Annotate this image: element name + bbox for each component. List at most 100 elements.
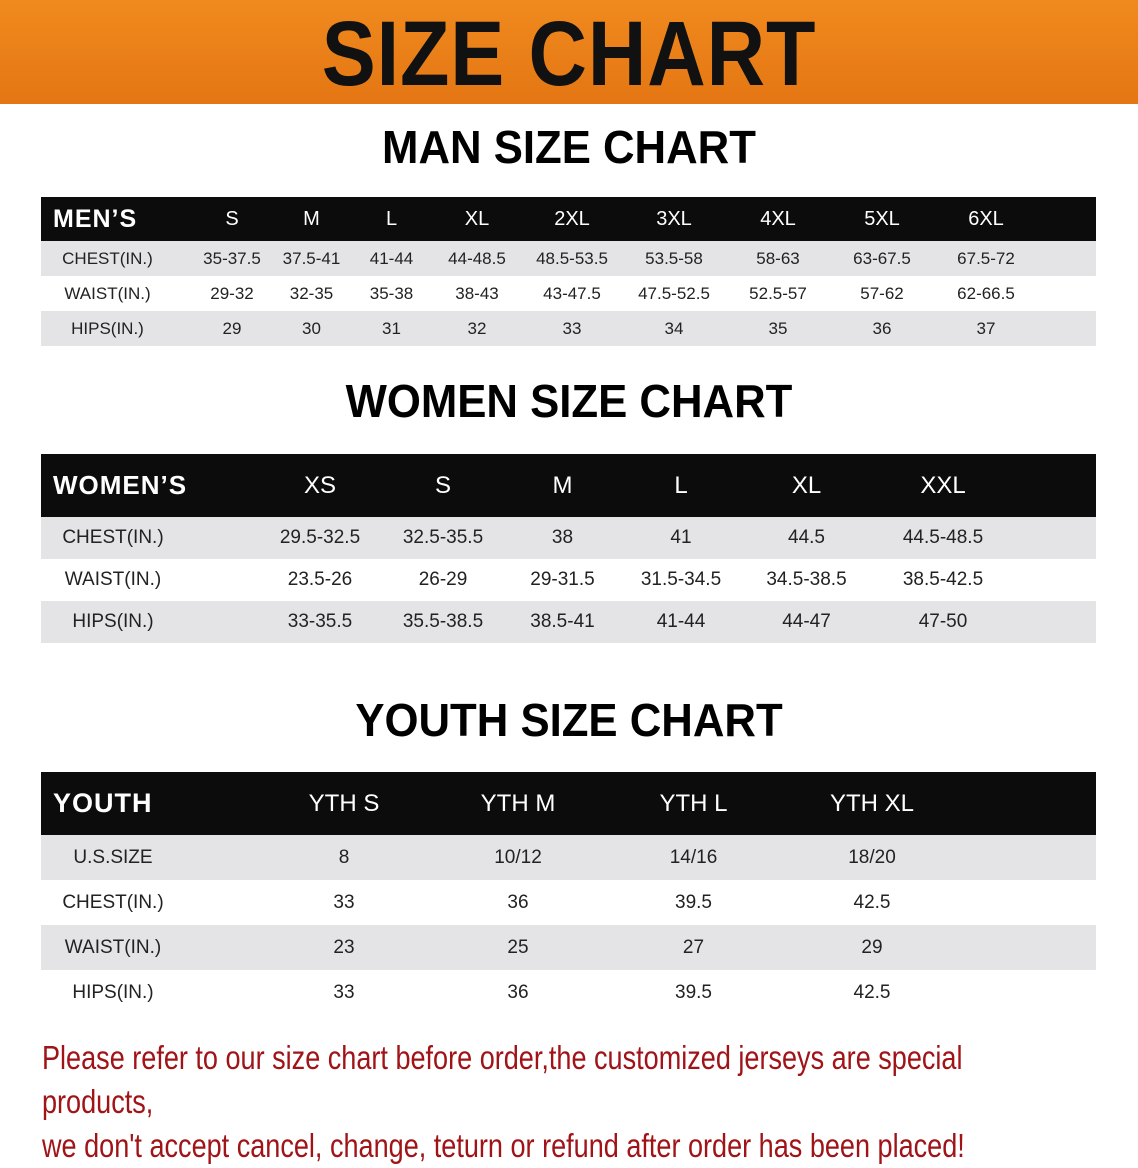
row-label: CHEST(IN.) [62,248,153,268]
measurement-cell: 37.5-41 [282,248,341,268]
measurement-cell: 63-67.5 [853,248,911,268]
measurement-cell: 39.5 [675,981,712,1003]
size-column-header: M [552,471,573,499]
size-column-header: XL [464,207,490,230]
measurement-cell: 44-48.5 [448,248,506,268]
measurement-cell: 36 [507,891,529,913]
measurement-cell: 8 [338,846,350,868]
measurement-cell: 35.5-38.5 [402,611,484,632]
empty-cell [1038,311,1096,346]
measurement-cell: 38.5-42.5 [902,569,984,590]
measurement-cell: 38.5-41 [530,611,595,632]
size-column-header: L [674,471,688,499]
measurement-cell: 36 [507,981,529,1003]
measurement-cell: 32.5-35.5 [402,527,484,548]
measurement-cell: 42.5 [853,981,891,1003]
empty-cell [1014,559,1096,601]
measurement-cell: 32 [467,318,487,338]
empty-cell [1014,454,1096,517]
empty-cell [962,772,1096,835]
measurement-cell: 29.5-32.5 [279,527,361,548]
size-column-header: 3XL [656,207,692,230]
measurement-cell: 41 [670,527,692,548]
empty-cell [1038,197,1096,241]
size-column-header: 6XL [968,207,1004,230]
measurement-cell: 34.5-38.5 [766,569,847,590]
page-title: SIZE CHART [321,3,817,105]
measurement-cell: 26-29 [418,569,468,590]
empty-cell [1038,276,1096,311]
size-column-header: 2XL [554,207,590,230]
notice-line-1: Please refer to our size chart before or… [42,1039,963,1120]
empty-cell [1014,601,1096,643]
table-row: CHEST(IN.) 29.5-32.5 32.5-35.5 38 41 44.5 44.5… [41,517,1096,559]
row-label: HIPS(IN.) [72,981,154,1003]
row-label: CHEST(IN.) [62,891,164,913]
table-row: WAIST(IN.) 29-32 32-35 35-38 38-43 43-47.5 47.… [41,276,1096,311]
measurement-cell: 29-31.5 [530,569,595,590]
notice-line-2: we don't accept cancel, change, teturn o… [42,1127,965,1164]
measurement-cell: 30 [302,318,321,338]
measurement-cell: 32-35 [289,283,334,303]
empty-cell [962,880,1096,925]
measurement-cell: 48.5-53.5 [536,248,608,268]
measurement-cell: 47-50 [918,611,968,632]
measurement-cell: 23 [333,936,355,958]
row-label: WAIST(IN.) [64,569,162,590]
measurement-cell: 58-63 [756,248,800,268]
measurement-cell: 29-32 [210,283,254,303]
empty-cell [962,925,1096,970]
table-row: CHEST(IN.) 33 36 39.5 42.5 [41,880,1096,925]
women-section-title: WOMEN SIZE CHART [345,375,793,427]
order-notice: Please refer to our size chart before or… [42,1036,1026,1168]
row-label: WAIST(IN.) [64,283,151,303]
table-header-row: MEN’S S M L XL 2XL 3XL 4XL 5XL 6XL [41,197,1096,241]
measurement-cell: 44.5 [788,527,825,548]
youth-size-table: YOUTH YTH S YTH M YTH L YTH XL U.S.SIZE 8 10/12… [41,772,1096,1015]
header-banner: SIZE CHART [0,0,1138,105]
measurement-cell: 57-62 [860,283,904,303]
measurement-cell: 41-44 [656,611,706,632]
table-header-label: MEN’S [53,204,138,233]
row-label: HIPS(IN.) [71,318,144,338]
empty-cell [1038,241,1096,276]
size-column-header: XS [303,471,336,499]
women-size-table: WOMEN’S XS S M L XL XXL CHEST(IN.) 29.5-32.5 32.5… [41,454,1096,643]
table-row: CHEST(IN.) 35-37.5 37.5-41 41-44 44-48.5 48.5… [41,241,1096,276]
measurement-cell: 18/20 [848,846,896,868]
measurement-cell: 23.5-26 [287,569,353,590]
table-row: WAIST(IN.) 23 25 27 29 [41,925,1096,970]
measurement-cell: 25 [507,936,529,958]
table-row: HIPS(IN.) 33 36 39.5 42.5 [41,970,1096,1015]
size-column-header: XXL [920,471,966,499]
row-label: WAIST(IN.) [64,936,162,958]
measurement-cell: 29 [861,936,883,958]
size-column-header: XL [791,471,822,499]
table-row: U.S.SIZE 8 10/12 14/16 18/20 [41,835,1096,880]
youth-section-title: YOUTH SIZE CHART [355,694,783,746]
measurement-cell: 42.5 [853,891,891,913]
measurement-cell: 33 [333,891,355,913]
row-label: HIPS(IN.) [72,611,154,632]
measurement-cell: 47.5-52.5 [638,283,710,303]
measurement-cell: 14/16 [669,846,718,868]
size-column-header: YTH M [480,789,556,817]
measurement-cell: 39.5 [675,891,712,913]
measurement-cell: 36 [872,318,892,338]
measurement-cell: 35-38 [369,283,414,303]
table-row: WAIST(IN.) 23.5-26 26-29 29-31.5 31.5-34.5 34… [41,559,1096,601]
measurement-cell: 33-35.5 [287,611,353,632]
size-column-header: 4XL [760,207,796,230]
measurement-cell: 53.5-58 [645,248,703,268]
measurement-cell: 29 [222,318,242,338]
row-label: CHEST(IN.) [62,527,164,548]
measurement-cell: 33 [333,981,355,1003]
measurement-cell: 67.5-72 [957,248,1015,268]
table-header-row: YOUTH YTH S YTH M YTH L YTH XL [41,772,1096,835]
measurement-cell: 44.5-48.5 [902,527,984,548]
measurement-cell: 35 [768,318,788,338]
measurement-cell: 43-47.5 [543,283,601,303]
measurement-cell: 10/12 [494,846,542,868]
table-row: HIPS(IN.) 33-35.5 35.5-38.5 38.5-41 41-44 44-… [41,601,1096,643]
size-column-header: 5XL [864,207,900,230]
